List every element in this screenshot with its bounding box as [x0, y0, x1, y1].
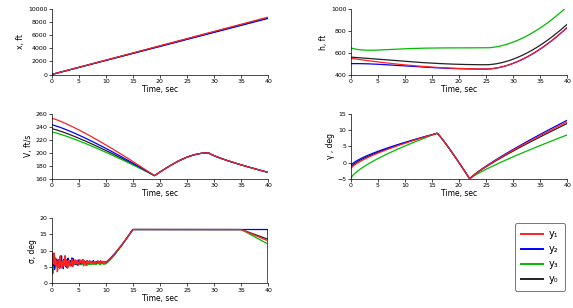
X-axis label: Time, sec: Time, sec	[142, 189, 178, 198]
Y-axis label: γ , deg: γ , deg	[325, 133, 335, 159]
X-axis label: Time, sec: Time, sec	[142, 85, 178, 94]
X-axis label: Time, sec: Time, sec	[441, 85, 477, 94]
Legend: y₁, y₂, y₃, y₀: y₁, y₂, y₃, y₀	[515, 223, 566, 291]
Y-axis label: σ, deg: σ, deg	[28, 239, 37, 263]
X-axis label: Time, sec: Time, sec	[142, 294, 178, 303]
Y-axis label: x, ft: x, ft	[16, 34, 25, 49]
X-axis label: Time, sec: Time, sec	[441, 189, 477, 198]
Y-axis label: h, ft: h, ft	[319, 34, 328, 50]
Y-axis label: V, ft/s: V, ft/s	[23, 135, 33, 157]
